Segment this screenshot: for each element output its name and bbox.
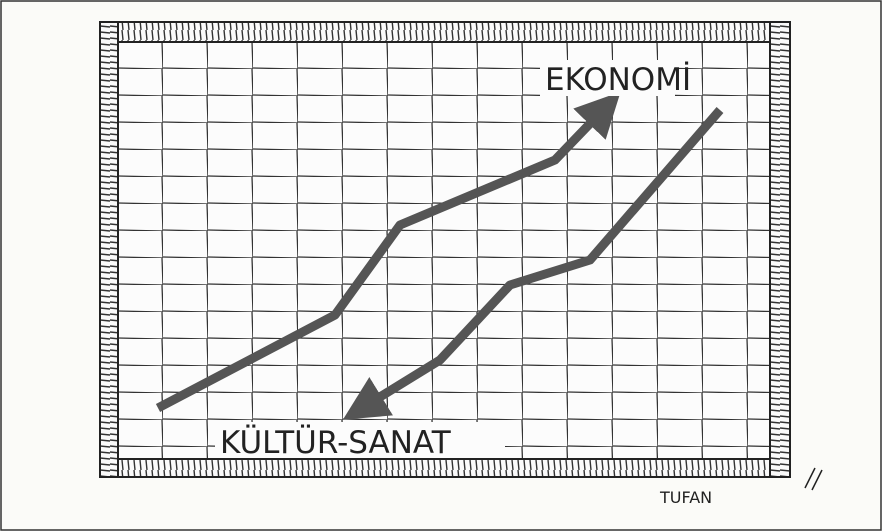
culture-label: KÜLTÜR-SANAT <box>220 424 452 461</box>
frame-right <box>770 22 790 477</box>
economy-label: EKONOMİ <box>545 62 691 98</box>
frame-left <box>100 22 118 477</box>
frame-top <box>100 22 790 42</box>
cartoon: EKONOMİ KÜLTÜR-SANAT TUFAN <box>0 0 882 531</box>
signature: TUFAN <box>659 488 712 507</box>
frame-bottom <box>100 459 790 477</box>
grid-board <box>118 42 770 459</box>
